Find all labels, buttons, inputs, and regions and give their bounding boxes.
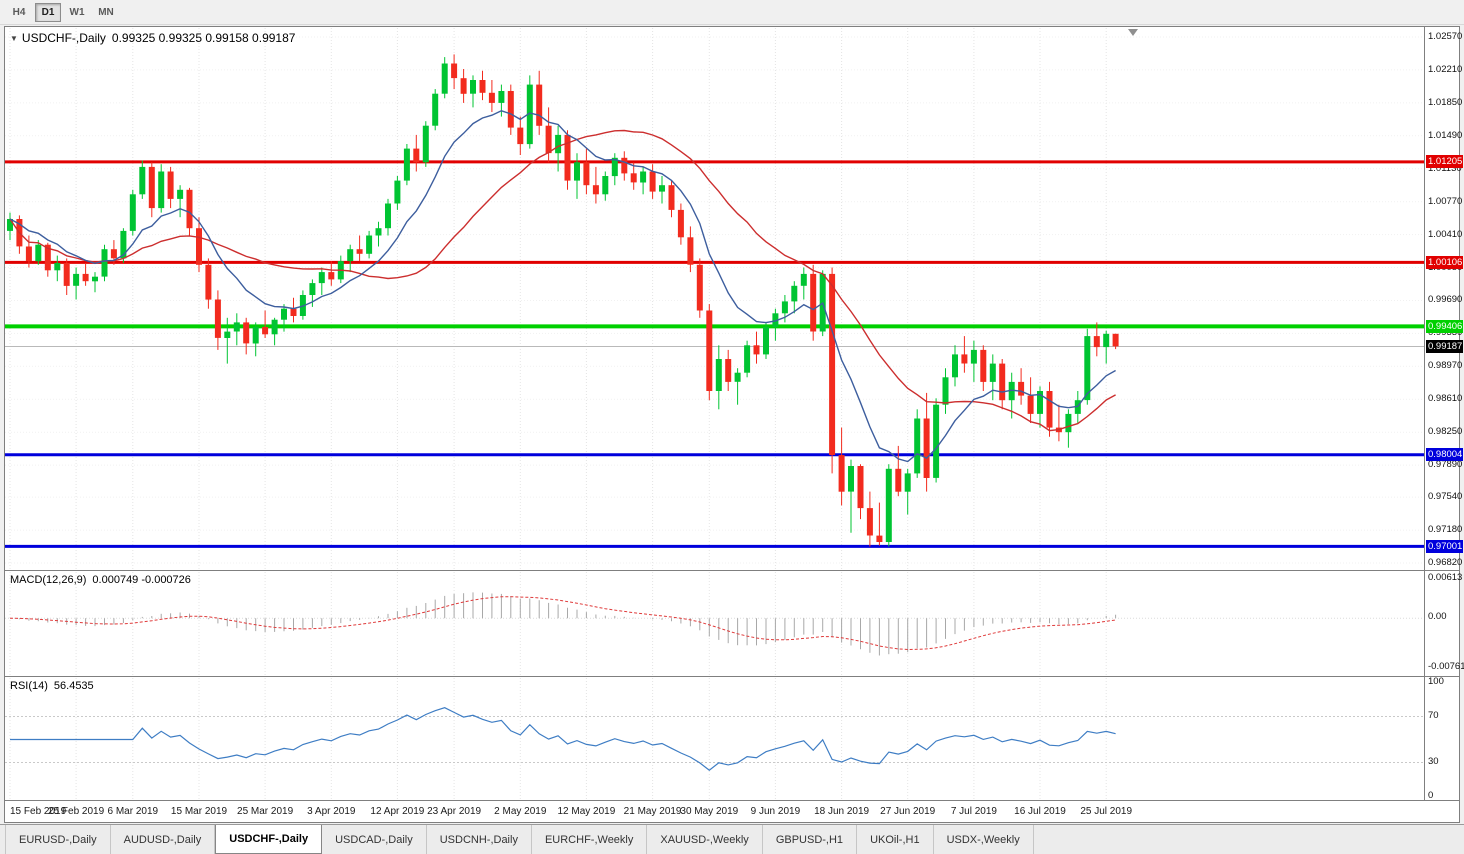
macd-axis-label-zero: 0.00 — [1428, 611, 1447, 622]
rsi-axis-label-30: 30 — [1428, 756, 1439, 767]
price-tag-1.00106: 1.00106 — [1426, 255, 1463, 269]
chart-shift-marker[interactable] — [1128, 29, 1138, 36]
timeframe-button-mn[interactable]: MN — [98, 6, 114, 18]
price-axis-label: 0.98610 — [1428, 393, 1463, 405]
price-axis-label: 1.01490 — [1428, 129, 1463, 141]
chart-tab-ukoil-h1[interactable]: UKOil-,H1 — [857, 825, 934, 854]
chart-tab-eurchf-weekly[interactable]: EURCHF-,Weekly — [532, 825, 648, 854]
date-axis-label: 6 Mar 2019 — [107, 806, 159, 817]
macd-indicator-label: MACD(12,26,9) 0.000749 -0.000726 — [10, 574, 191, 586]
chart-ohlc-values: 0.99325 0.99325 0.99158 0.99187 — [111, 31, 296, 45]
chart-tab-usdcad-daily[interactable]: USDCAD-,Daily — [322, 825, 427, 854]
ma-fast-line — [9, 110, 1116, 463]
price-axis-label: 1.00770 — [1428, 195, 1463, 207]
date-axis-label: 3 Apr 2019 — [307, 806, 356, 817]
date-axis-label: 25 Feb 2019 — [48, 806, 105, 817]
date-axis-label: 15 Feb 2019 — [10, 806, 67, 817]
date-axis-label: 2 May 2019 — [494, 806, 547, 817]
price-axis-label: 0.97540 — [1428, 491, 1463, 503]
horizontal-level-lines[interactable] — [5, 160, 1424, 548]
rsi-current-value: 56.4535 — [53, 680, 94, 692]
macd-current-values: 0.000749 -0.000726 — [92, 574, 191, 586]
chart-tab-usdx-weekly[interactable]: USDX-,Weekly — [934, 825, 1034, 854]
rsi-line — [10, 707, 1116, 771]
rsi-axis-label-100: 100 — [1428, 676, 1444, 687]
chart-tab-usdchf-daily[interactable]: USDCHF-,Daily — [215, 825, 323, 854]
price-axis-label: 1.02210 — [1428, 63, 1463, 75]
macd-name: MACD(12,26,9) — [10, 574, 87, 586]
price-axis-label: 0.96820 — [1428, 557, 1463, 568]
timeframe-toolbar: H4 D1 W1 MN — [0, 0, 1464, 25]
price-tag-0.97001: 0.97001 — [1426, 539, 1463, 553]
chart-symbol-period: USDCHF-,Daily — [21, 31, 106, 45]
date-axis-label: 23 Apr 2019 — [427, 806, 482, 817]
price-axis-label: 1.00410 — [1428, 228, 1463, 240]
pane-dividers[interactable] — [4, 570, 1460, 801]
timeframe-button-h4[interactable]: H4 — [12, 6, 26, 18]
macd-axis-label-top: 0.00613 — [1428, 572, 1463, 583]
chart-window-frame — [4, 26, 1460, 823]
price-axis-label: 1.01850 — [1428, 96, 1463, 108]
timeframe-button-d1[interactable]: D1 — [35, 2, 61, 22]
chart-tab-xauusd-weekly[interactable]: XAUUSD-,Weekly — [647, 825, 763, 854]
chart-tab-usdcnh-daily[interactable]: USDCNH-,Daily — [427, 825, 532, 854]
date-axis-label: 9 Jun 2019 — [750, 806, 801, 817]
candlesticks — [7, 54, 1119, 547]
date-axis-label: 27 Jun 2019 — [880, 806, 936, 817]
date-axis-label: 12 Apr 2019 — [370, 806, 425, 817]
chart-tab-bar: EURUSD-,Daily AUDUSD-,Daily USDCHF-,Daily U… — [0, 824, 1464, 854]
price-axis-label: 0.98250 — [1428, 426, 1463, 438]
rsi-indicator-label: RSI(14) 56.4535 — [10, 680, 94, 692]
price-axis-label: 0.99690 — [1428, 294, 1463, 306]
price-axis-label: 1.02570 — [1428, 31, 1463, 42]
date-axis-label: 30 May 2019 — [680, 806, 739, 817]
price-tag-0.98004: 0.98004 — [1426, 448, 1463, 462]
timeframe-button-w1[interactable]: W1 — [69, 6, 85, 18]
date-axis-label: 21 May 2019 — [623, 806, 682, 817]
rsi-axis-label-70: 70 — [1428, 710, 1439, 721]
macd-histogram — [18, 592, 1117, 656]
date-axis-label: 16 Jul 2019 — [1014, 806, 1066, 817]
macd-signal-line — [9, 596, 1116, 651]
chart-title: ▼ USDCHF-,Daily 0.99325 0.99325 0.99158 0.… — [10, 31, 295, 45]
chart-tab-audusd-daily[interactable]: AUDUSD-,Daily — [111, 825, 216, 854]
rsi-level-lines — [5, 716, 1424, 763]
price-tag-1.01205: 1.01205 — [1426, 155, 1463, 169]
date-axis-label: 15 Mar 2019 — [170, 806, 228, 817]
price-axis-label: 0.97180 — [1428, 524, 1463, 536]
chart-tab-gbpusd-h1[interactable]: GBPUSD-,H1 — [763, 825, 858, 854]
date-axis-label: 25 Mar 2019 — [237, 806, 294, 817]
price-axis-label: 0.97890 — [1428, 459, 1463, 471]
chart-tab-eurusd-daily[interactable]: EURUSD-,Daily — [5, 825, 111, 854]
date-axis-label: 18 Jun 2019 — [814, 806, 870, 817]
rsi-name: RSI(14) — [10, 680, 48, 692]
date-axis-label: 7 Jul 2019 — [950, 806, 997, 817]
ma-slow-line — [9, 129, 1116, 432]
price-tag-0.99406: 0.99406 — [1426, 319, 1463, 333]
collapse-chart-icon[interactable]: ▼ — [10, 34, 18, 43]
date-axis-label: 12 May 2019 — [557, 806, 616, 817]
macd-axis-label-bottom: -0.00761 — [1428, 661, 1464, 672]
rsi-axis-label-0: 0 — [1428, 790, 1434, 801]
price-axis-label: 0.98970 — [1428, 360, 1463, 372]
date-axis-label: 25 Jul 2019 — [1080, 806, 1133, 817]
price-tag-0.99187: 0.99187 — [1426, 339, 1463, 353]
